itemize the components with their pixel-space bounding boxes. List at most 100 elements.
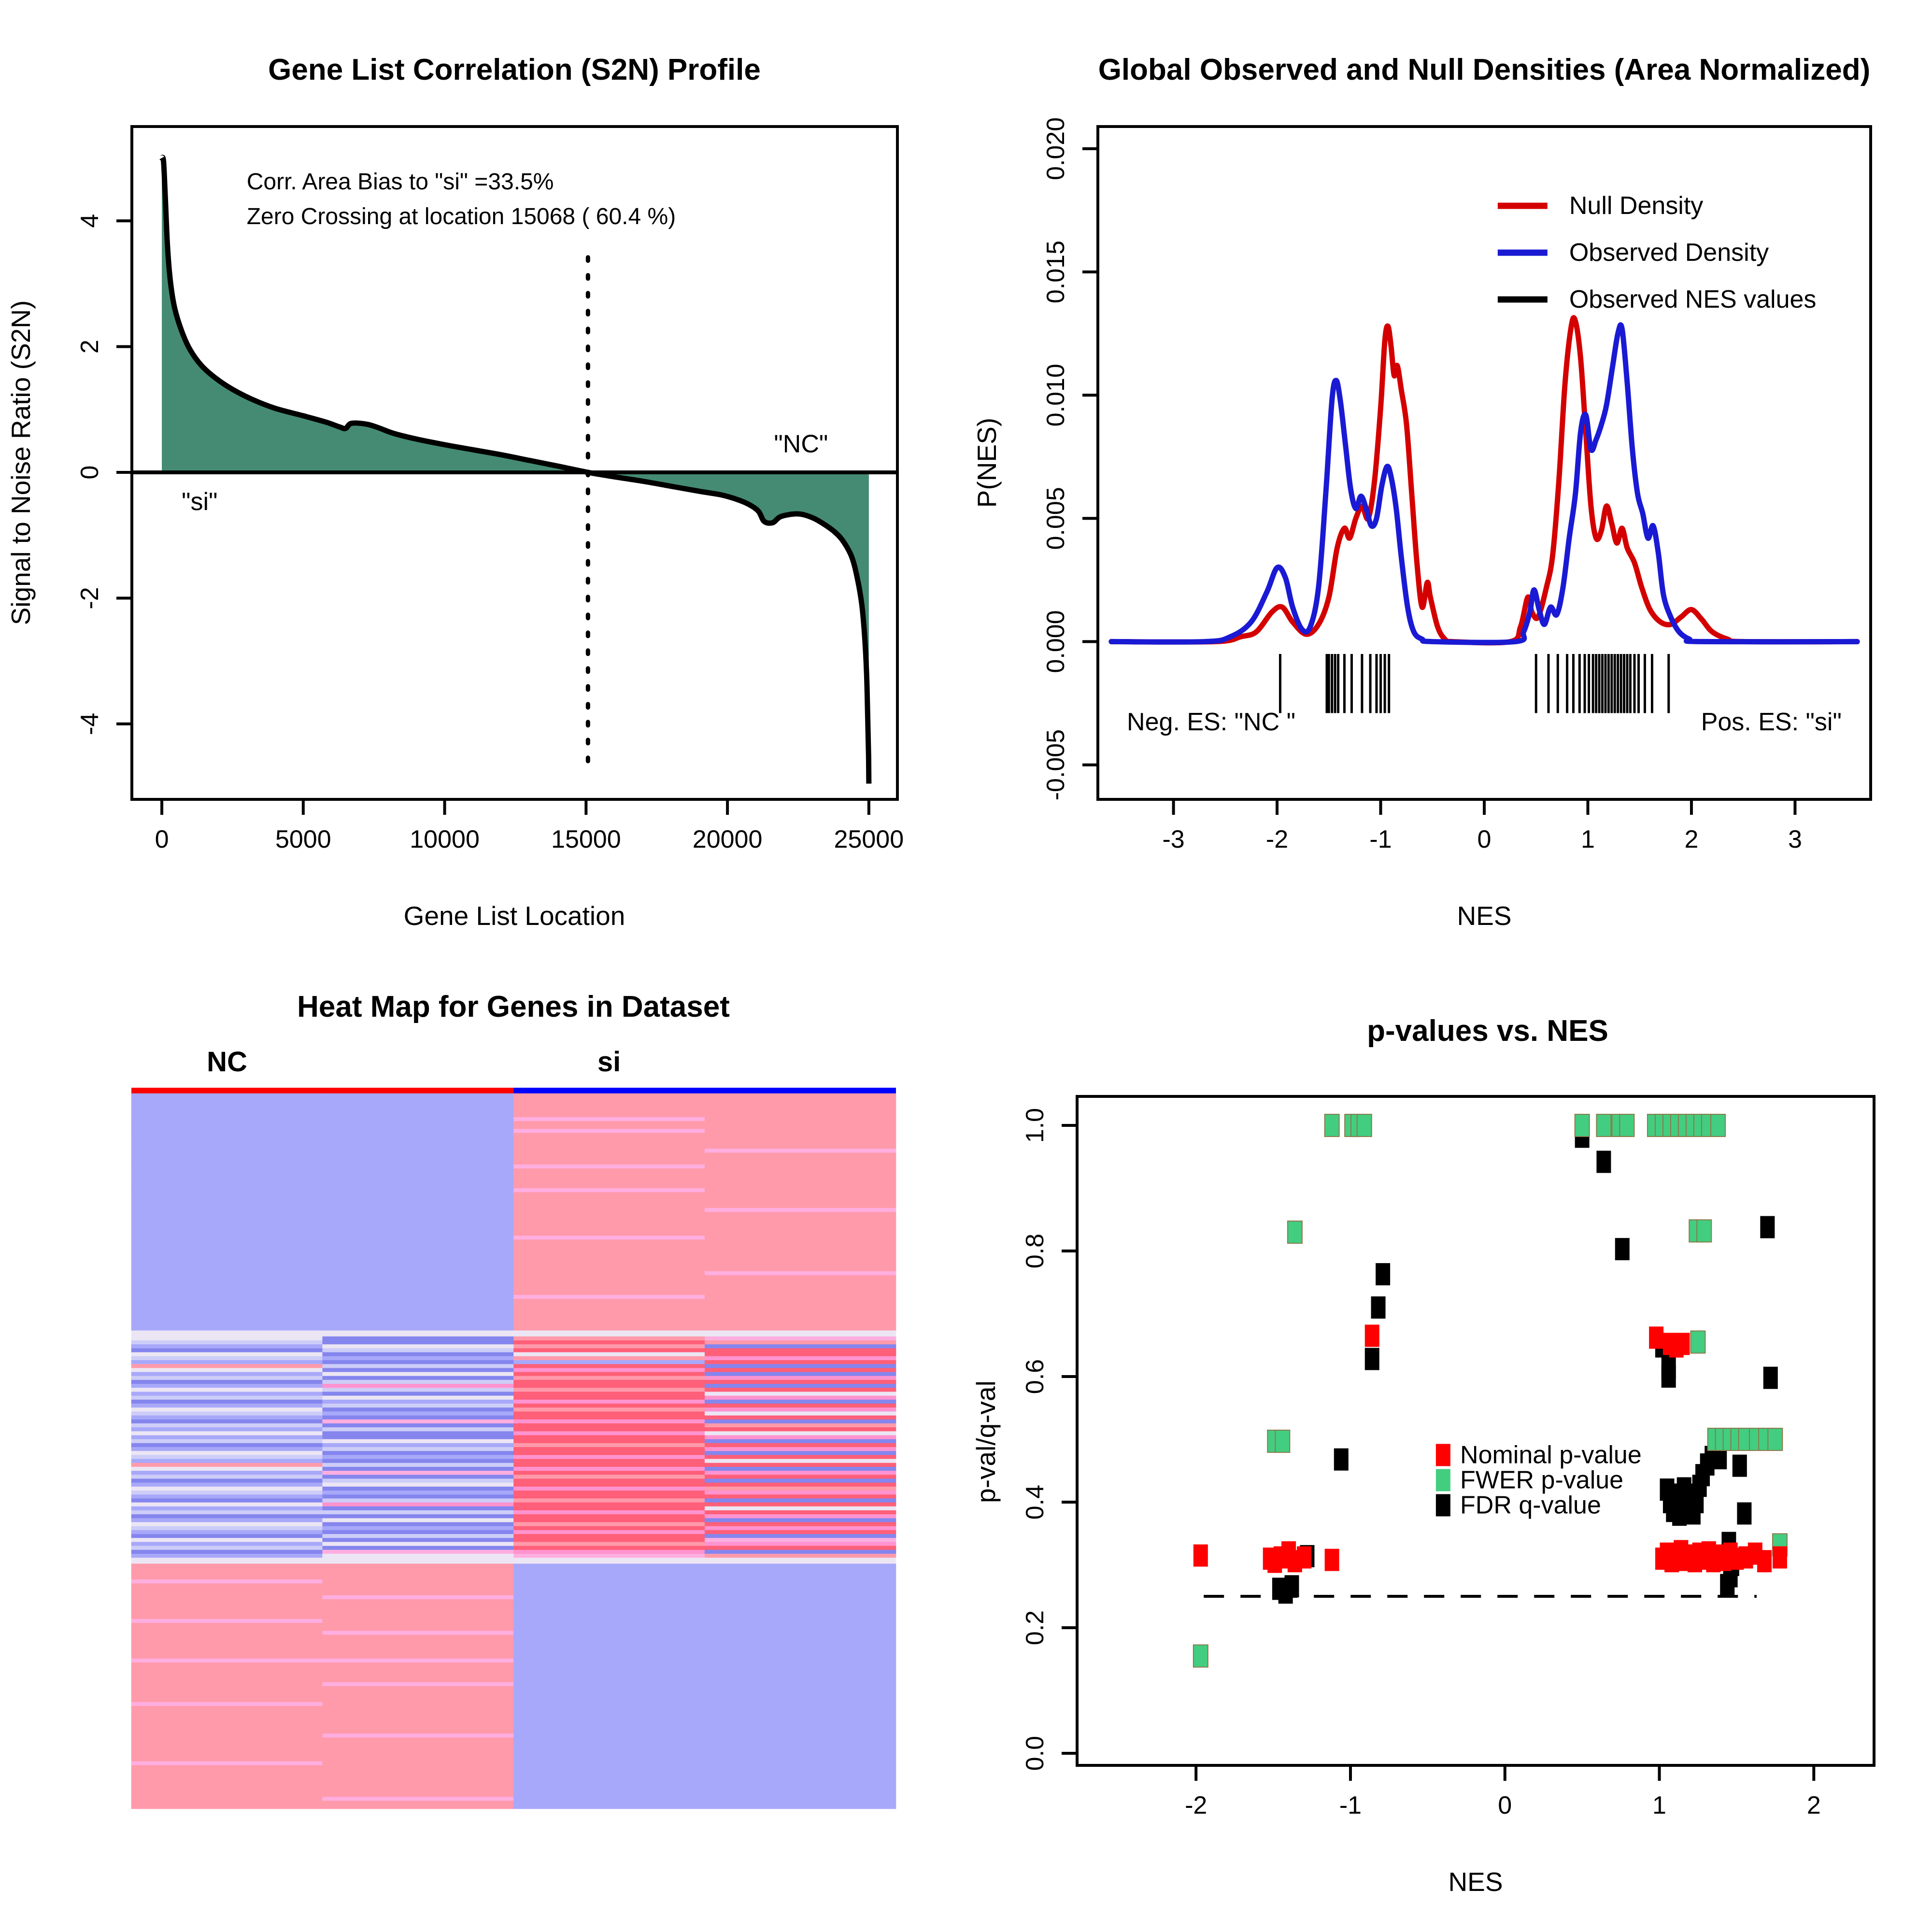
scatter-point-fdr-q (1334, 1448, 1349, 1471)
density-title: Global Observed and Null Densities (Area… (1098, 53, 1871, 86)
heatmap-cell (704, 1514, 896, 1519)
y-axis-tick-label: 0.4 (1021, 1485, 1049, 1520)
heatmap-cell (513, 1553, 705, 1558)
heatmap-cell (513, 1212, 705, 1236)
heatmap-cell (322, 1599, 514, 1619)
y-axis-tick-label: 0.010 (1042, 364, 1070, 426)
heatmap-cell (131, 1662, 323, 1683)
heatmap-cell (322, 1384, 514, 1388)
heatmap-cell (322, 1538, 514, 1542)
heatmap-cell (322, 1133, 514, 1149)
heatmap-cell (704, 1435, 896, 1440)
scatter-point-fdr-q (1376, 1263, 1391, 1286)
heatmap-cell (513, 1372, 705, 1377)
heatmap-cell (131, 1212, 323, 1236)
heatmap-cell (322, 1534, 514, 1538)
heatmap-cell (704, 1478, 896, 1483)
heatmap-cell (704, 1475, 896, 1479)
heatmap-cell (131, 1435, 323, 1440)
legend-label: FWER p-value (1460, 1466, 1623, 1494)
heatmap-cell (322, 1579, 514, 1584)
heatmap-cell (513, 1631, 705, 1635)
heatmap-cell (513, 1682, 705, 1687)
heatmap-cell (322, 1415, 514, 1420)
heatmap-cell (322, 1360, 514, 1364)
density-chart: Global Observed and Null Densities (Area… (972, 53, 1872, 931)
heatmap-cell (513, 1427, 705, 1432)
heatmap-cell (131, 1486, 323, 1491)
heatmap-cell (704, 1407, 896, 1412)
heatmap-cell (704, 1271, 896, 1276)
legend-swatch-square (1435, 1444, 1450, 1466)
heatmap-cell (322, 1364, 514, 1368)
heatmap-cell (131, 1404, 323, 1408)
heatmap-cell (513, 1475, 705, 1479)
heatmap-cell (131, 1372, 323, 1377)
heatmap-cell (513, 1271, 705, 1276)
heatmap-cell (131, 1431, 323, 1436)
heatmap-cell (704, 1093, 896, 1118)
heatmap-cell (131, 1168, 323, 1189)
heatmap-cell (322, 1399, 514, 1404)
heatmap-cell (322, 1447, 514, 1451)
heatmap-cell (513, 1737, 705, 1762)
y-axis-tick-label: 0.015 (1042, 241, 1070, 303)
legend-label: Null Density (1569, 192, 1703, 220)
heatmap-group-label-si: si (597, 1046, 621, 1078)
heatmap-cell (322, 1212, 514, 1236)
heatmap-cell (322, 1530, 514, 1534)
heatmap-cell (131, 1423, 323, 1428)
heatmap-cell (322, 1121, 514, 1129)
y-axis-tick-label: -0.005 (1042, 729, 1070, 800)
heatmap-cell (704, 1439, 896, 1444)
heatmap-cell (131, 1518, 323, 1523)
heatmap-cell (704, 1542, 896, 1547)
heatmap-cell (513, 1702, 705, 1706)
heatmap-cell (513, 1506, 705, 1511)
heatmap-cell (704, 1546, 896, 1550)
heatmap-cell (513, 1419, 705, 1424)
panel-s2n-profile: Gene List Correlation (S2N) Profile 0 500… (0, 0, 966, 966)
heatmap-cell (322, 1518, 514, 1523)
density-plot-area: Null Density Observed Density Observed NES… (1042, 117, 1860, 853)
heatmap-cell (131, 1797, 323, 1801)
heatmap-cell (322, 1443, 514, 1448)
heatmap-cell (322, 1340, 514, 1345)
heatmap-cell (513, 1352, 705, 1357)
scatter-point-fwer-p (1287, 1221, 1303, 1244)
heatmap-cell (131, 1526, 323, 1531)
heatmap-cell (704, 1486, 896, 1491)
y-axis-tick-label: 0 (76, 466, 104, 480)
heatmap-cell (704, 1599, 896, 1619)
heatmap-cell (131, 1395, 323, 1400)
heatmap-cell (322, 1330, 514, 1337)
heatmap-cell (322, 1271, 514, 1276)
heatmap-cell (131, 1356, 323, 1361)
heatmap-cell (131, 1152, 323, 1165)
heatmap-cell (131, 1192, 323, 1208)
heatmap-cell (131, 1510, 323, 1515)
heatmap-cell (513, 1502, 705, 1507)
heatmap-cell (131, 1471, 323, 1475)
heatmap-class-bar-si (513, 1088, 896, 1094)
heatmap-cell (322, 1797, 514, 1801)
heatmap-cell (513, 1595, 705, 1600)
y-axis-tick-label: 0.005 (1042, 487, 1070, 550)
heatmap-cell (704, 1702, 896, 1706)
scatter-xlabel: NES (1448, 1867, 1503, 1897)
heatmap-cell (704, 1623, 896, 1632)
heatmap-cell (513, 1498, 705, 1503)
heatmap-cell (704, 1522, 896, 1527)
heatmap-cell (704, 1360, 896, 1364)
heatmap-cell (513, 1407, 705, 1412)
heatmap-cell (704, 1399, 896, 1404)
heatmap-cell (131, 1595, 323, 1600)
heatmap-cell (322, 1558, 514, 1564)
density-plot-box (1096, 125, 1872, 801)
heatmap-cell (322, 1093, 514, 1118)
heatmap-cell (513, 1423, 705, 1428)
heatmap-cell (131, 1538, 323, 1542)
s2n-plot-area: 0 5000 10000 15000 20000 25000 -4 -2 0 2 4 (76, 155, 904, 853)
heatmap-cell (322, 1188, 514, 1193)
